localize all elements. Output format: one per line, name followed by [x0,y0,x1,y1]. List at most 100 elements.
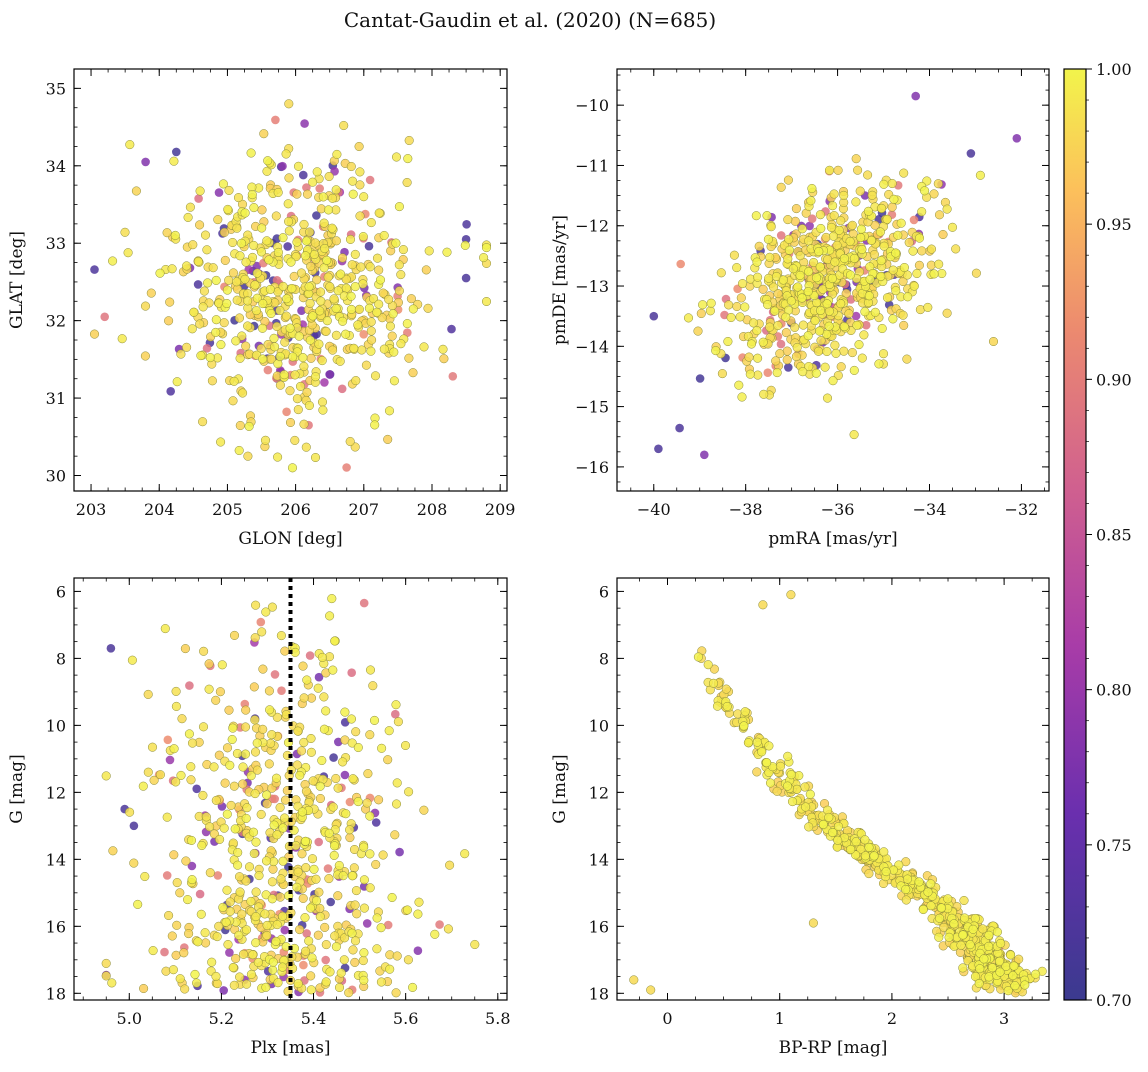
scatter-point [196,909,206,919]
scatter-point [162,228,172,238]
scatter-point [888,265,898,275]
scatter-point [273,187,283,198]
scatter-point [372,307,382,317]
scatter-point [369,715,380,725]
scatter-point [359,598,369,608]
scatter-point [294,331,304,341]
scatter-point [275,380,285,390]
scatter-point [185,202,195,212]
scatter-point [302,929,312,938]
scatter-point [874,359,884,369]
scatter-point [732,301,742,312]
scatter-point [353,320,363,330]
scatter-point [816,223,826,234]
x-axis-label: pmRA [mas/yr] [768,529,897,549]
scatter-point [338,757,348,767]
scatter-point [205,353,215,363]
scatter-point [851,197,861,207]
scatter-point [923,302,933,312]
scatter-point [262,920,272,930]
scatter-point [240,749,251,759]
scatter-point [228,237,238,248]
scatter-point [278,823,288,833]
scatter-point [238,779,248,789]
scatter-point [120,227,130,237]
scatter-point [722,701,732,712]
scatter-point [233,847,243,858]
scatter-point [987,963,997,973]
scatter-point [237,909,247,919]
scatter-point [820,362,830,372]
scatter-point [251,887,261,897]
scatter-point [937,268,947,279]
scatter-point [435,920,444,929]
scatter-point [870,307,880,317]
scatter-point [368,294,379,304]
scatter-point [246,969,256,979]
scatter-point [293,979,303,989]
scatter-point [1010,981,1020,991]
scatter-point [408,368,418,378]
scatter-point [419,805,429,815]
scatter-point [342,463,351,472]
colorbar-tick-label: 0.75 [1096,836,1132,855]
y-tick-label: −14 [575,337,609,356]
scatter-point [196,351,206,361]
scatter-point [675,423,684,433]
scatter-point [804,267,814,277]
scatter-point [189,307,199,317]
scatter-point [408,304,418,314]
scatter-point [247,252,258,262]
scatter-point [938,229,948,240]
scatter-point [349,844,360,855]
scatter-point [101,971,111,981]
scatter-point [202,344,212,353]
colorbar-tick-label: 0.80 [1096,681,1132,700]
scatter-point [166,387,175,396]
scatter-point [264,686,274,696]
scatter-point [287,463,298,473]
scatter-point [231,336,241,346]
y-tick-label: 18 [46,984,66,1003]
scatter-point [859,330,869,340]
scatter-point [230,824,240,834]
scatter-point [790,216,800,226]
scatter-point [355,211,365,221]
scatter-point [951,244,961,254]
scatter-point [299,219,309,229]
scatter-point [815,210,825,220]
scatter-point [248,827,259,837]
scatter-point [864,291,874,301]
scatter-point [366,317,376,327]
scatter-point [318,192,328,202]
scatter-point [269,820,279,830]
scatter-point [445,860,455,870]
scatter-point [106,644,116,653]
scatter-point [745,369,755,379]
scatter-point [295,925,305,935]
x-tick-label: 208 [417,500,448,519]
scatter-point [939,922,949,932]
scatter-point [187,324,197,334]
scatter-point [988,336,999,347]
scatter-point [193,280,203,289]
scatter-point [863,170,873,180]
scatter-point [280,646,290,656]
scatter-point [312,167,322,177]
colorbar-tick-label: 0.95 [1096,215,1132,234]
scatter-point [300,836,311,846]
scatter-point [419,342,429,352]
scatter-point [752,737,762,747]
scatter-point [847,348,857,358]
scatter-point [891,248,901,258]
scatter-point [273,452,283,462]
scatter-point [737,279,748,289]
scatter-point [359,192,369,202]
scatter-point [305,651,315,660]
scatter-point [339,955,349,965]
scatter-point [845,236,855,246]
scatter-point [238,388,248,398]
scatter-point [367,335,377,345]
scatter-point [187,875,197,885]
scatter-point [348,774,358,784]
